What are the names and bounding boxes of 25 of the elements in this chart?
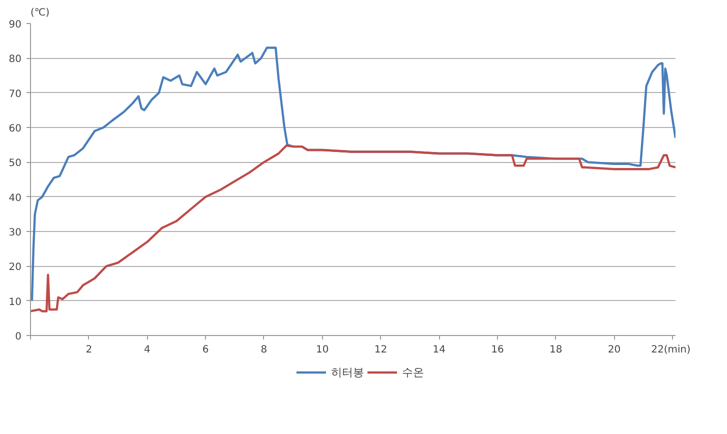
y-tick-label: 50 xyxy=(8,158,22,170)
y-tick-label: 40 xyxy=(8,192,22,204)
x-tick-label: 6 xyxy=(202,344,209,356)
x-tick-label: 18 xyxy=(549,344,562,356)
x-tick-label: 22(min) xyxy=(651,344,691,356)
y-tick-label: 30 xyxy=(8,228,22,238)
legend-label: 히터봉 xyxy=(331,364,364,380)
y-axis-title: (℃) xyxy=(30,8,50,18)
y-tick-label: 20 xyxy=(8,262,22,274)
y-tick-label: 60 xyxy=(8,124,22,134)
x-tick-label: 8 xyxy=(260,344,268,356)
x-tick-label: 2 xyxy=(86,344,92,356)
y-tick-label: 10 xyxy=(8,296,22,308)
x-tick-label: 10 xyxy=(316,344,329,356)
y-tick-label: 80 xyxy=(8,54,22,66)
x-tick-label: 12 xyxy=(374,344,388,356)
y-tick-label: 0 xyxy=(15,332,22,342)
x-tick-label: 16 xyxy=(491,344,504,356)
x-tick-label: 14 xyxy=(432,344,446,356)
line-series xyxy=(30,144,676,312)
x-tick-label: 4 xyxy=(144,344,150,356)
legend-label: 수온 xyxy=(402,364,424,380)
y-tick-label: 70 xyxy=(8,88,22,100)
x-tick-label: 20 xyxy=(608,344,621,356)
y-tick-label: 90 xyxy=(8,20,22,30)
